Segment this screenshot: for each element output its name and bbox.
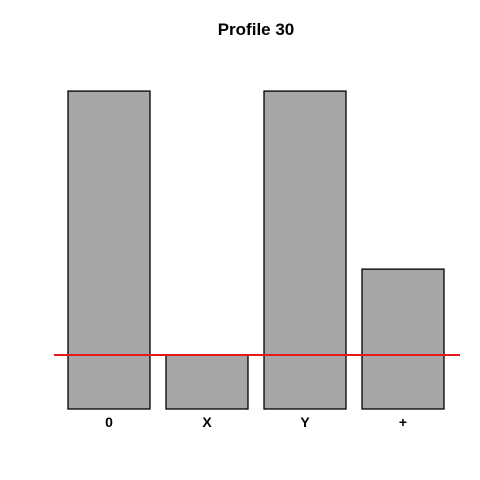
bars-layer [67, 90, 445, 410]
bar-4 [361, 268, 445, 410]
x-tick-label-4: + [399, 414, 407, 430]
bar-2 [165, 354, 249, 410]
x-tick-label-3: Y [300, 414, 310, 430]
bar-1 [67, 90, 151, 410]
x-tick-labels: 0 X Y + [105, 414, 407, 430]
x-tick-label-2: X [202, 414, 212, 430]
bar-3 [263, 90, 347, 410]
x-tick-label-1: 0 [105, 414, 113, 430]
chart-title: Profile 30 [218, 20, 295, 39]
